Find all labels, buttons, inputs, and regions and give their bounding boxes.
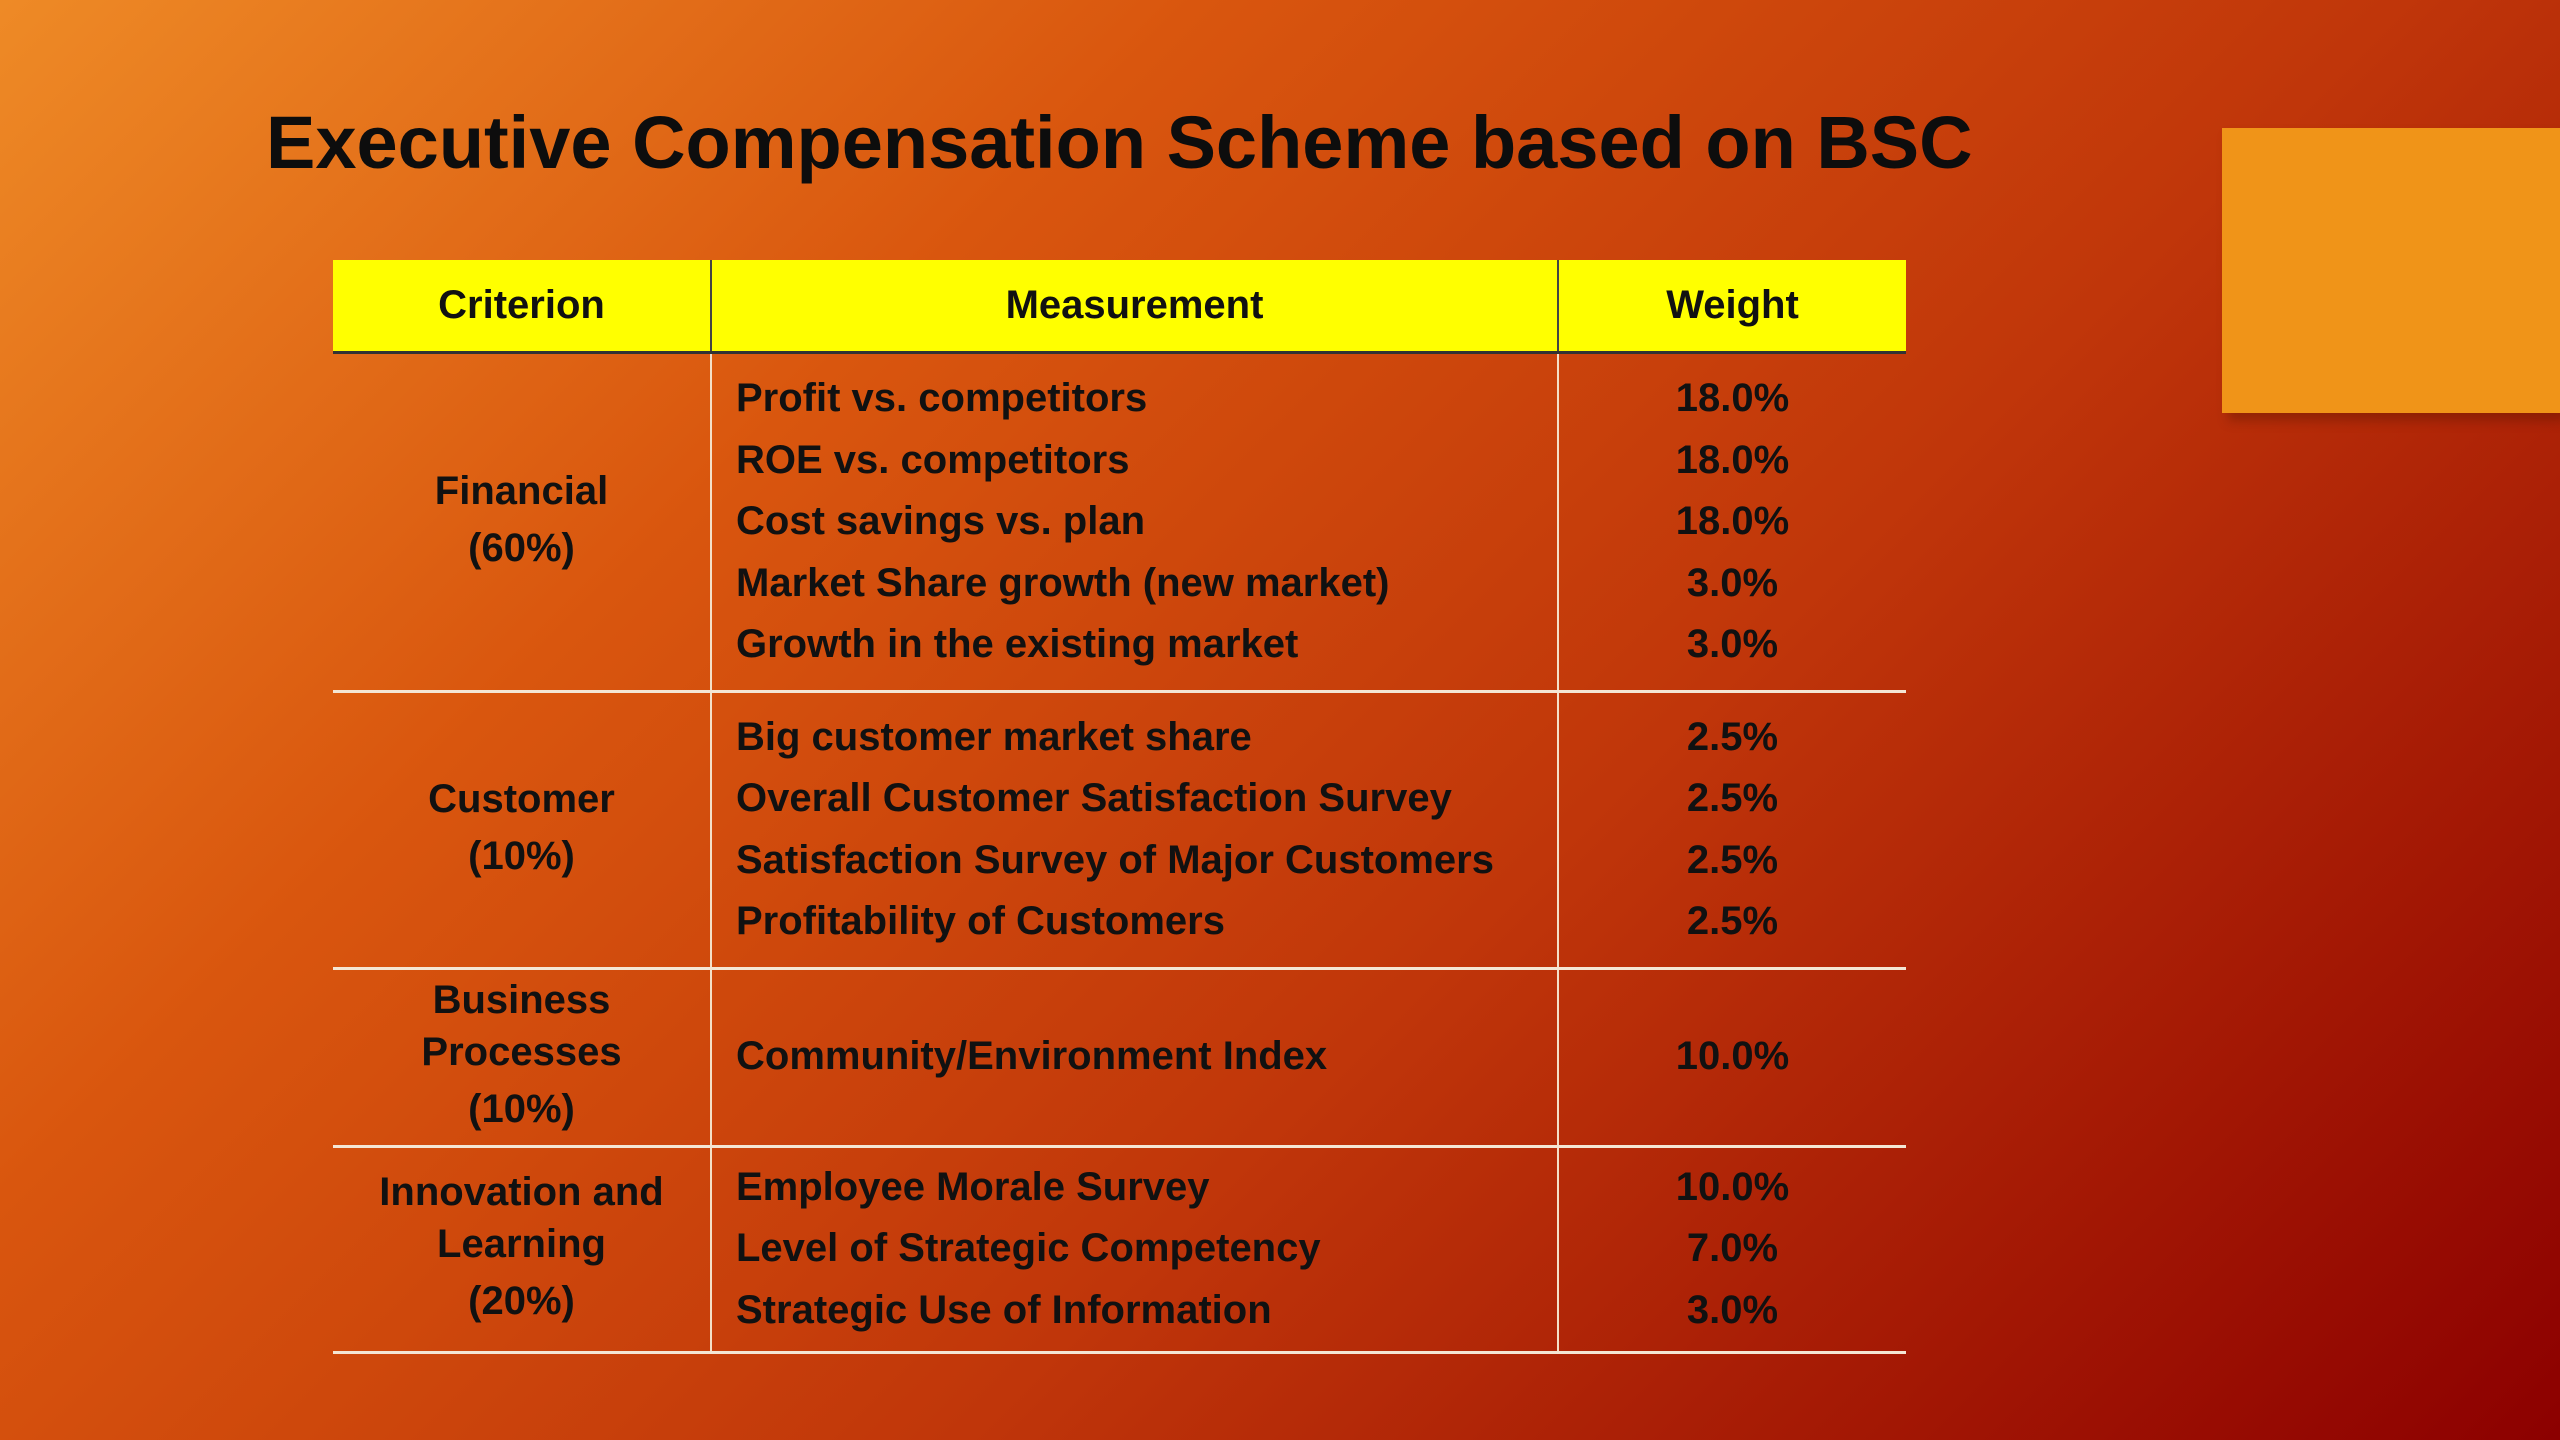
header-weight: Weight: [1557, 260, 1906, 354]
criterion-name: Business: [432, 978, 611, 1022]
criterion-name: Innovation and: [379, 1170, 664, 1214]
measurement-item: Profit vs. competitors: [736, 376, 1148, 420]
criterion-name: Processes: [421, 1030, 622, 1074]
weight-cell-innovation-learning: 10.0% 7.0% 3.0%: [1557, 1146, 1906, 1352]
weight-cell-financial: 18.0% 18.0% 18.0% 3.0% 3.0%: [1557, 352, 1906, 691]
weight-value: 18.0%: [1675, 437, 1790, 482]
weight-value: 3.0%: [1686, 1287, 1779, 1332]
criterion-percentage: (60%): [468, 525, 575, 570]
measurement-item: Profitability of Customers: [736, 899, 1225, 943]
criterion-cell-customer: Customer (10%): [333, 691, 711, 968]
weight-value: 10.0%: [1675, 1164, 1790, 1209]
measurement-item: Growth in the existing market: [736, 622, 1299, 666]
weight-value: 2.5%: [1686, 899, 1779, 943]
weight-value: 18.0%: [1675, 376, 1790, 420]
table-header-row: Criterion Measurement Weight: [333, 260, 1906, 354]
measurement-cell-business-processes: Community/Environment Index: [710, 968, 1558, 1146]
weight-value: 7.0%: [1686, 1226, 1779, 1271]
table-row-innovation-learning: Innovation and Learning (20%) Employee M…: [333, 1146, 1906, 1352]
measurement-item: Big customer market share: [736, 714, 1252, 759]
measurement-cell-financial: Profit vs. competitors ROE vs. competito…: [710, 352, 1558, 691]
weight-value: 3.0%: [1686, 622, 1779, 666]
criterion-name: Learning: [437, 1222, 606, 1266]
weight-value: 2.5%: [1686, 714, 1779, 759]
measurement-cell-customer: Big customer market share Overall Custom…: [710, 691, 1558, 968]
table-row-business-processes: Business Processes (10%) Community/Envir…: [333, 968, 1906, 1146]
criterion-percentage: (10%): [468, 1087, 575, 1131]
measurement-item: Overall Customer Satisfaction Survey: [736, 776, 1452, 820]
weight-value: 3.0%: [1686, 560, 1779, 605]
criterion-cell-innovation-learning: Innovation and Learning (20%): [333, 1146, 711, 1352]
measurement-item: Community/Environment Index: [736, 1034, 1328, 1079]
slide-title: Executive Compensation Scheme based on B…: [266, 101, 1973, 184]
weight-value: 10.0%: [1675, 1034, 1790, 1079]
header-criterion: Criterion: [333, 260, 711, 354]
criterion-percentage: (20%): [468, 1279, 575, 1323]
measurement-item: Satisfaction Survey of Major Customers: [736, 837, 1494, 882]
header-measurement: Measurement: [710, 260, 1558, 354]
weight-cell-business-processes: 10.0%: [1557, 968, 1906, 1146]
criterion-cell-financial: Financial (60%): [333, 353, 711, 692]
criterion-percentage: (10%): [468, 833, 575, 878]
table-row-customer: Customer (10%) Big customer market share…: [333, 691, 1906, 968]
weight-cell-customer: 2.5% 2.5% 2.5% 2.5%: [1557, 691, 1906, 968]
weight-value: 2.5%: [1686, 776, 1779, 820]
criterion-name: Financial: [434, 468, 609, 513]
criterion-name: Customer: [428, 776, 615, 821]
measurement-cell-innovation-learning: Employee Morale Survey Level of Strategi…: [710, 1146, 1558, 1352]
decorative-accent-box: [2222, 128, 2560, 413]
measurement-item: Strategic Use of Information: [736, 1287, 1272, 1332]
measurement-item: Level of Strategic Competency: [736, 1226, 1321, 1271]
bsc-compensation-table: Criterion Measurement Weight Financial (…: [333, 260, 1906, 1354]
measurement-item: Employee Morale Survey: [736, 1164, 1210, 1209]
weight-value: 18.0%: [1675, 499, 1790, 543]
measurement-item: Market Share growth (new market): [736, 560, 1390, 605]
measurement-item: ROE vs. competitors: [736, 437, 1130, 482]
measurement-item: Cost savings vs. plan: [736, 499, 1146, 543]
weight-value: 2.5%: [1686, 837, 1779, 882]
criterion-cell-business-processes: Business Processes (10%): [333, 968, 711, 1146]
table-row-financial: Financial (60%) Profit vs. competitors R…: [333, 352, 1906, 692]
